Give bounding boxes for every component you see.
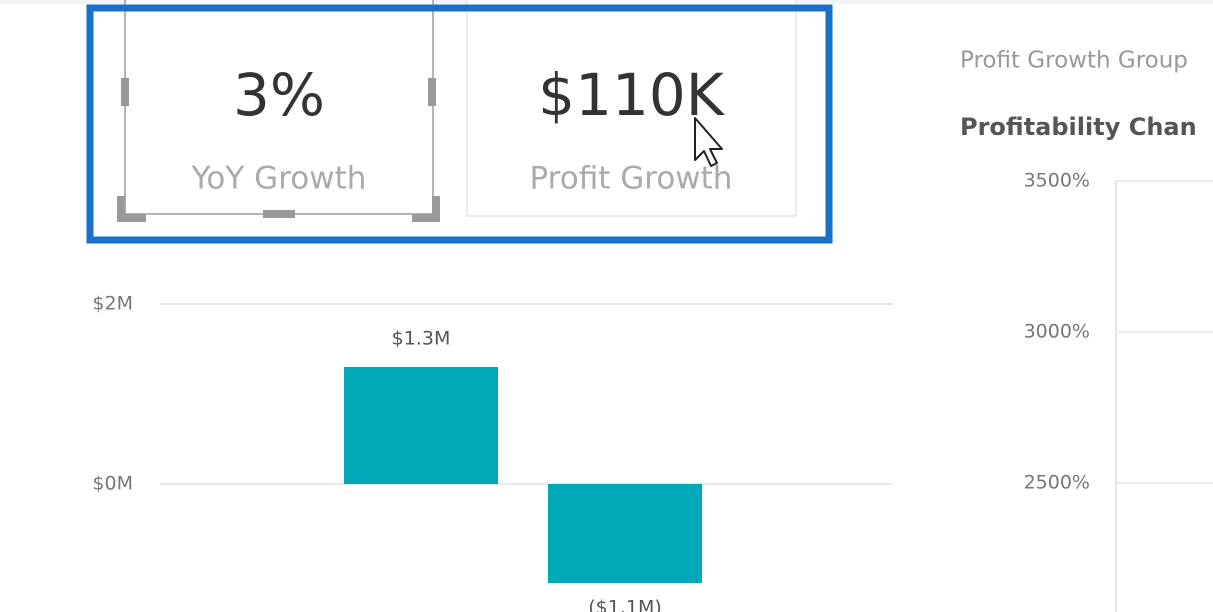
resize-handle[interactable] (117, 196, 146, 222)
resize-handle[interactable] (121, 78, 129, 106)
card-value: 3% (233, 61, 325, 129)
card-frame (124, 0, 434, 215)
chart-subtitle: Profit Growth Group (960, 48, 1188, 74)
bar (344, 367, 498, 484)
mouse-cursor (694, 117, 723, 167)
y-tick-label: 2500% (1024, 472, 1090, 494)
y-tick-label: $0M (92, 473, 133, 495)
data-label: $1.3M (392, 328, 451, 350)
charts: $2M $0M $1.3M ($1.1M) Profit Growth Group Pro… (92, 48, 1213, 612)
bar (548, 484, 702, 583)
y-tick-label: 3000% (1024, 321, 1090, 343)
card-label: Profit Growth (530, 161, 733, 197)
kpi-card[interactable]: $110K Profit Growth (466, 0, 797, 217)
highlight-box (86, 4, 833, 244)
kpi-card[interactable]: 3% YoY Growth (117, 0, 440, 222)
card-value: $110K (538, 61, 726, 129)
chart-title: Profitability Chan (960, 113, 1197, 141)
y-tick-label: $2M (92, 293, 133, 315)
data-label: ($1.1M) (588, 597, 662, 612)
card-label: YoY Growth (191, 161, 367, 197)
resize-handle[interactable] (428, 78, 436, 106)
resize-handle[interactable] (412, 196, 440, 222)
card-frame (466, 0, 797, 217)
y-tick-label: 3500% (1024, 170, 1090, 192)
resize-handle[interactable] (263, 210, 295, 218)
